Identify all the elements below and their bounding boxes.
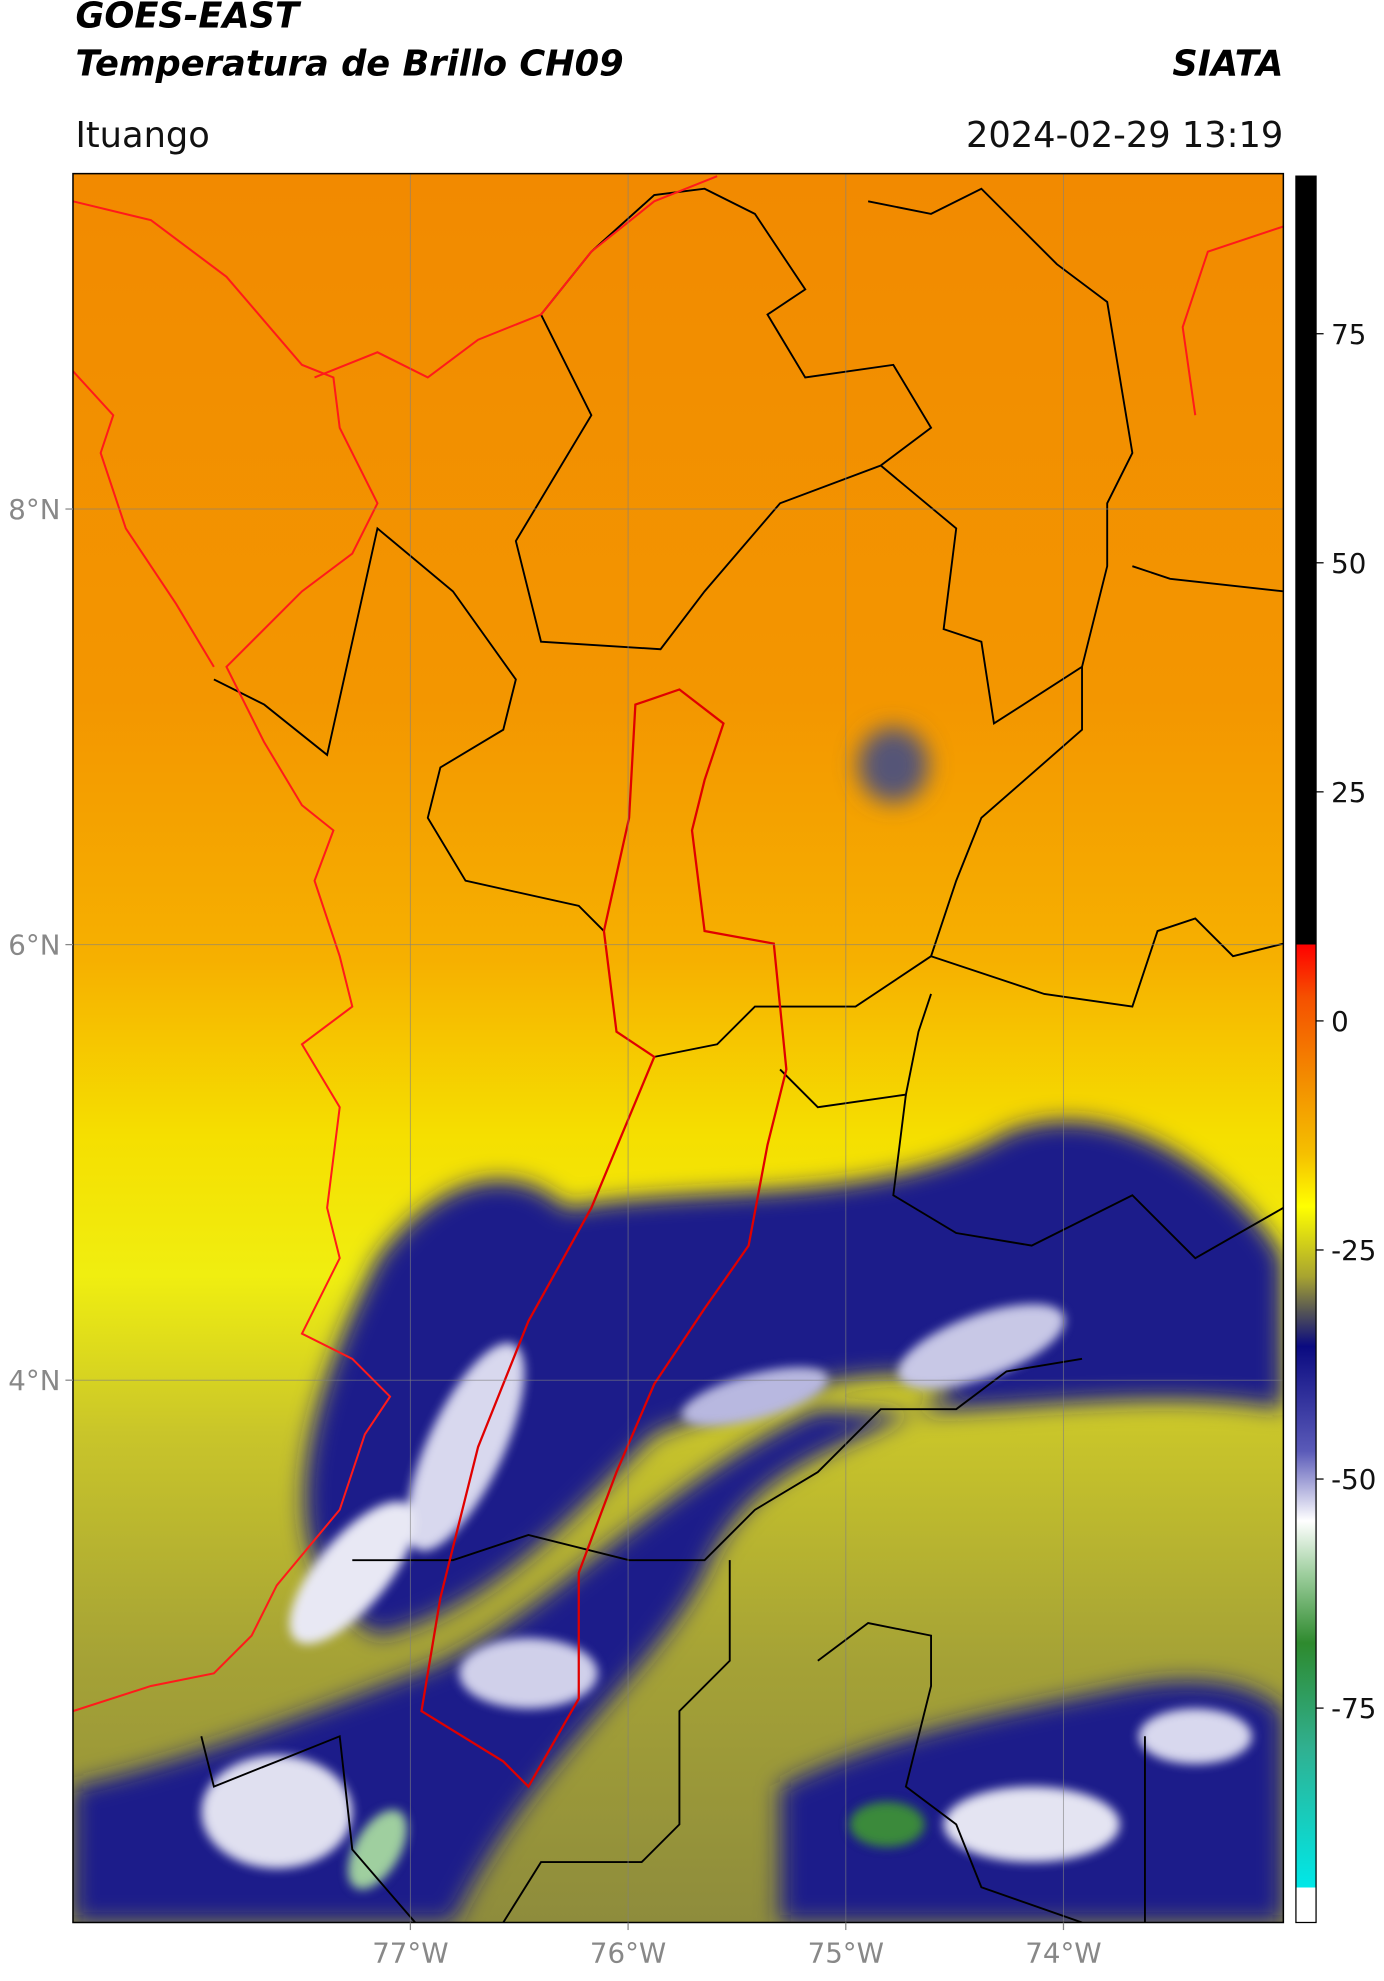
datetime: 2024-02-29 13:19: [966, 115, 1283, 156]
axis-labels: 8°N 6°N 4°N 77°W 76°W 75°W 74°W 75 50 25 0 -25 -50 -7…: [8, 318, 1376, 1970]
subtitle: Temperatura de Brillo CH09: [75, 43, 623, 84]
lon-tick-label: 76°W: [590, 1937, 666, 1970]
colorbar-tick-label: 75: [1331, 318, 1366, 351]
cold-tops: [201, 1304, 1252, 1890]
colorbar-tick-label: 0: [1331, 1005, 1349, 1038]
title: GOES-EAST: [75, 0, 302, 37]
colorbar-tick-label: -50: [1331, 1463, 1376, 1496]
colorbar-tick-label: -25: [1331, 1234, 1376, 1267]
map-frame: [72, 172, 1285, 1924]
lat-tick-label: 4°N: [8, 1364, 60, 1397]
map-background: [72, 173, 1284, 1923]
lon-tick-label: 74°W: [1025, 1937, 1101, 1970]
coastline: [314, 175, 718, 379]
coastline: [72, 200, 392, 1713]
coastline: [1181, 225, 1284, 416]
map-area: [72, 173, 1284, 1923]
colorbar-tick-label: -75: [1331, 1692, 1376, 1725]
colorbar: [1295, 175, 1317, 1924]
ituango-basin: [420, 688, 788, 1789]
lon-tick-label: 75°W: [808, 1937, 884, 1970]
location: Ituango: [75, 115, 209, 156]
graticule: [72, 173, 1284, 1923]
lat-tick-label: 6°N: [8, 929, 60, 962]
lon-tick-label: 77°W: [372, 1937, 448, 1970]
organization: SIATA: [1172, 43, 1283, 84]
admin-borders: [200, 187, 1284, 1923]
colorbar-tick-label: 25: [1331, 776, 1366, 809]
lat-tick-label: 8°N: [8, 493, 60, 526]
coastline: [72, 370, 215, 668]
colorbar-tick-label: 50: [1331, 547, 1366, 580]
